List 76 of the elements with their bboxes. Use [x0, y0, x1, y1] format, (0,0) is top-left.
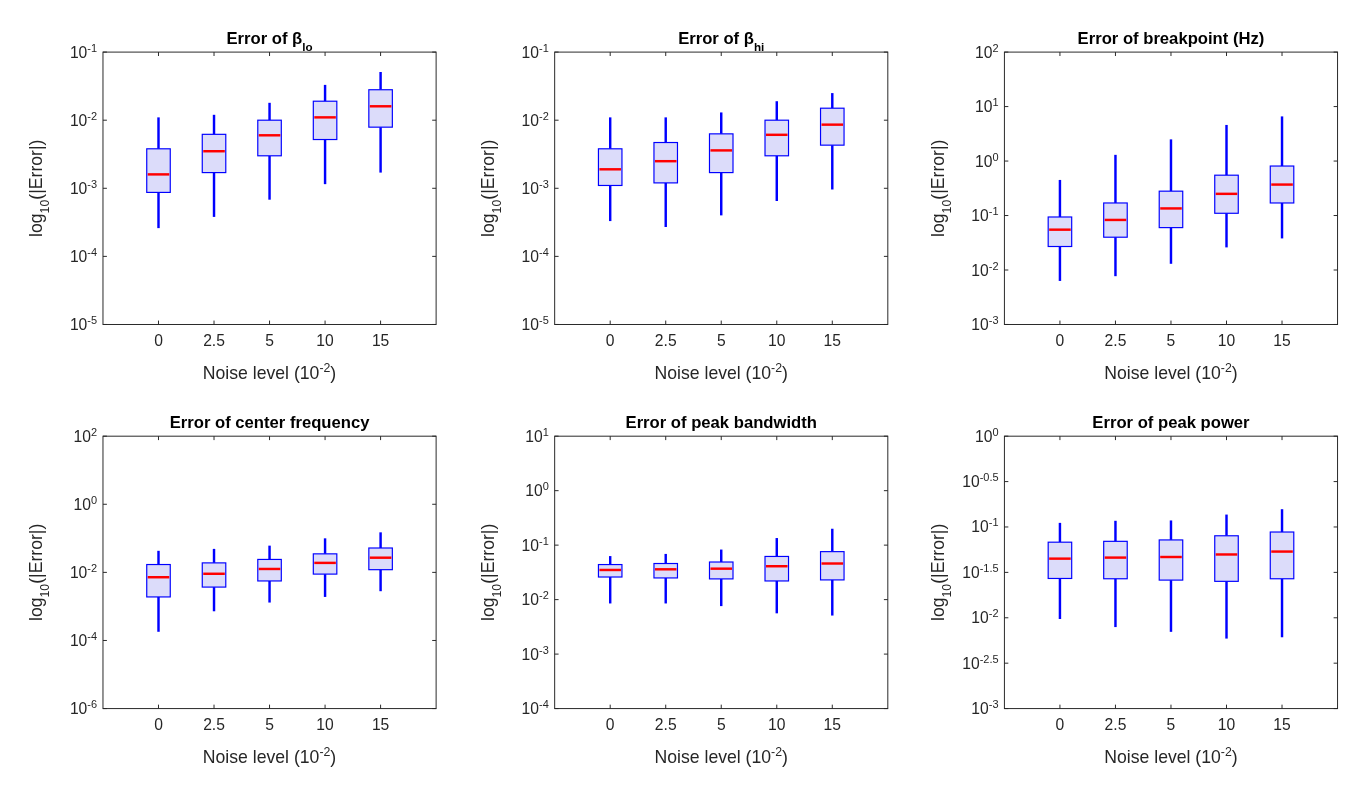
y-tick-label: 10$^{0}$: [975, 425, 999, 445]
x-tick-label: 2.5: [654, 332, 677, 350]
y-tick-label: 10$^{-1.5}$: [962, 561, 999, 581]
y-tick-label: 10$^{-6}$: [69, 698, 98, 718]
x-tick-label: 15: [1273, 716, 1292, 734]
x-axis-title: Noise level (10$^{-2}$): [202, 361, 337, 384]
x-axis-title: Noise level (10$^{-2}$): [654, 745, 788, 768]
y-tick-label: 10$^{-1}$: [521, 41, 549, 61]
x-tick-label: 5: [716, 332, 726, 350]
x-axis-title: Noise level (10$^{-2}$): [1104, 745, 1238, 768]
y-tick-label: 10$^{2}$: [73, 425, 98, 445]
y-tick-label: 10$^{-4}$: [521, 245, 549, 265]
y-tick-label: 10$^{-4}$: [69, 629, 98, 649]
x-tick-label: 15: [371, 332, 390, 350]
y-tick-label: 10$^{-1}$: [971, 205, 999, 225]
chart-title: Error of β$_{hi}$: [678, 29, 765, 53]
x-axis-title: Noise level (10$^{-2}$): [1104, 361, 1238, 384]
chart-title: Error of breakpoint (Hz): [1077, 29, 1265, 49]
x-tick-label: 5: [265, 716, 275, 734]
x-tick-label: 5: [716, 716, 726, 734]
chart-title: Error of peak power: [1092, 413, 1251, 433]
x-tick-label: 15: [823, 716, 842, 734]
x-tick-label: 2.5: [203, 332, 226, 350]
y-tick-label: 10$^{-3}$: [521, 643, 549, 663]
y-tick-label: 10$^{-3}$: [69, 177, 98, 197]
y-tick-label: 10$^{-2}$: [69, 109, 98, 129]
x-tick-label: 0: [154, 332, 164, 350]
x-tick-label: 15: [371, 716, 390, 734]
x-axis-title: Noise level (10$^{-2}$): [202, 745, 337, 768]
y-tick-label: 10$^{-1}$: [69, 41, 98, 61]
x-tick-label: 15: [1273, 332, 1292, 350]
chart-title: Error of center frequency: [169, 413, 371, 433]
y-tick-label: 10$^{-5}$: [521, 313, 549, 333]
chart-title: Error of β$_{lo}$: [226, 29, 313, 53]
y-tick-label: 10$^{1}$: [975, 96, 999, 116]
y-tick-label: 10$^{1}$: [525, 425, 549, 445]
x-tick-label: 10: [768, 332, 786, 350]
y-tick-label: 10$^{-2}$: [971, 259, 999, 279]
y-tick-label: 10$^{-4}$: [521, 698, 549, 718]
y-tick-label: 10$^{-2}$: [971, 607, 999, 627]
y-tick-label: 10$^{0}$: [73, 493, 98, 513]
y-tick-label: 10$^{-3}$: [971, 313, 999, 333]
x-axis-title: Noise level (10$^{-2}$): [654, 361, 788, 384]
y-tick-label: 10$^{-2.5}$: [962, 652, 999, 672]
x-tick-label: 5: [1166, 716, 1176, 734]
x-tick-label: 2.5: [203, 716, 226, 734]
y-tick-label: 10$^{-2}$: [521, 589, 549, 609]
y-tick-label: 10$^{-1}$: [971, 516, 999, 536]
x-tick-label: 10: [1217, 716, 1236, 734]
x-tick-label: 0: [1055, 332, 1065, 350]
x-tick-label: 2.5: [1104, 332, 1127, 350]
y-tick-label: 10$^{-2}$: [69, 561, 98, 581]
x-tick-label: 2.5: [1104, 716, 1127, 734]
y-tick-label: 10$^{-4}$: [69, 245, 98, 265]
x-tick-label: 0: [605, 716, 615, 734]
y-tick-label: 10$^{2}$: [975, 41, 999, 61]
y-tick-label: 10$^{-0.5}$: [962, 471, 999, 491]
x-tick-label: 10: [768, 716, 786, 734]
x-tick-label: 5: [265, 332, 275, 350]
x-tick-label: 0: [1055, 716, 1065, 734]
x-tick-label: 0: [154, 716, 164, 734]
x-tick-label: 15: [823, 332, 842, 350]
y-tick-label: 10$^{-5}$: [69, 313, 98, 333]
y-tick-label: 10$^{-2}$: [521, 109, 549, 129]
y-tick-label: 10$^{-1}$: [521, 534, 549, 554]
y-tick-label: 10$^{0}$: [975, 150, 999, 170]
x-tick-label: 10: [1217, 332, 1236, 350]
y-tick-label: 10$^{0}$: [525, 480, 549, 500]
x-tick-label: 10: [316, 332, 335, 350]
y-tick-label: 10$^{-3}$: [521, 177, 549, 197]
x-tick-label: 0: [605, 332, 615, 350]
chart-title: Error of peak bandwidth: [625, 413, 817, 433]
y-tick-label: 10$^{-3}$: [971, 698, 999, 718]
x-tick-label: 2.5: [654, 716, 677, 734]
x-tick-label: 5: [1166, 332, 1176, 350]
x-tick-label: 10: [316, 716, 335, 734]
